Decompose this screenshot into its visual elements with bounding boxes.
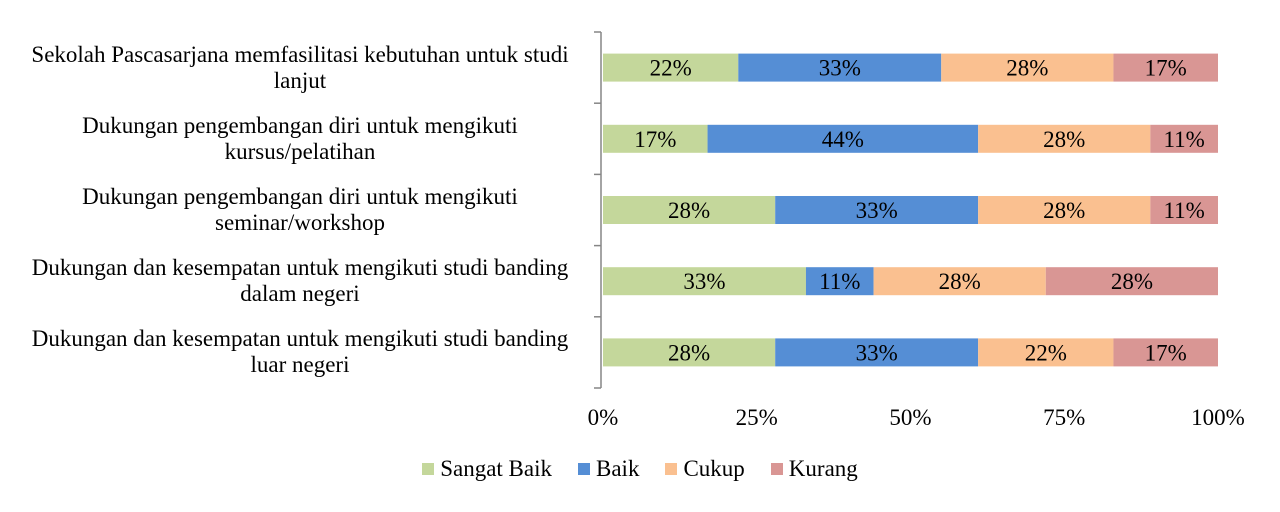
- category-label: Dukungan pengembangan diri untuk mengiku…: [0, 113, 600, 165]
- bar-segment-5-3: [978, 338, 1114, 367]
- data-label-1-1: 22%: [650, 56, 692, 81]
- bar-segment-4-4: [1045, 267, 1218, 296]
- bar-segment-5-4: [1113, 338, 1218, 367]
- x-tick-label: 25%: [736, 405, 778, 430]
- legend-label: Kurang: [788, 456, 858, 481]
- category-label-line: luar negeri: [250, 352, 350, 378]
- data-label-4-3: 28%: [939, 269, 981, 294]
- data-label-2-3: 28%: [1043, 127, 1085, 152]
- category-label-line: Dukungan pengembangan diri untuk mengiku…: [82, 112, 518, 138]
- legend-item: Baik: [578, 456, 639, 482]
- category-label-line: kursus/pelatihan: [224, 138, 376, 164]
- legend-swatch: [770, 463, 783, 475]
- legend-swatch: [578, 463, 590, 475]
- data-label-3-2: 33%: [856, 198, 898, 223]
- legend-item: Kurang: [770, 456, 858, 482]
- bar-segment-3-2: [775, 196, 979, 224]
- category-label: Dukungan dan kesempatan untuk mengikuti …: [0, 326, 600, 378]
- category-label: Dukungan dan kesempatan untuk mengikuti …: [0, 255, 600, 307]
- bar-segment-2-2: [707, 124, 979, 153]
- bar-segment-4-2: [805, 267, 874, 296]
- bar-segment-1-1: [603, 53, 739, 82]
- data-label-4-1: 33%: [683, 269, 725, 294]
- x-tick-label: 100%: [1191, 405, 1245, 430]
- bar-segment-3-1: [603, 196, 776, 224]
- category-label-line: dalam negeri: [240, 281, 360, 307]
- bar-segment-3-3: [978, 196, 1151, 224]
- category-label: Sekolah Pascasarjana memfasilitasi kebut…: [0, 42, 600, 94]
- category-label-line: Dukungan pengembangan diri untuk mengiku…: [82, 184, 518, 209]
- bar-segment-1-3: [941, 53, 1114, 82]
- data-label-2-4: 11%: [1164, 127, 1205, 152]
- legend-item: Sangat Baik: [422, 456, 552, 482]
- bar-segment-1-4: [1113, 53, 1218, 82]
- data-label-4-2: 11%: [819, 269, 860, 294]
- bar-segment-4-3: [873, 267, 1046, 296]
- category-label-line: seminar/workshop: [215, 210, 385, 235]
- category-label: Dukungan pengembangan diri untuk mengiku…: [0, 184, 600, 236]
- bar-segment-5-1: [603, 338, 776, 367]
- legend-swatch: [665, 463, 678, 475]
- chart-legend: Sangat Baik Baik Cukup Kurang: [0, 456, 1280, 482]
- legend-swatch: [422, 463, 435, 475]
- data-label-1-4: 17%: [1145, 56, 1187, 81]
- data-label-2-1: 17%: [634, 127, 676, 152]
- x-tick-label: 0%: [588, 405, 619, 430]
- category-label-line: Dukungan dan kesempatan untuk mengikuti …: [31, 326, 569, 352]
- data-label-4-4: 28%: [1111, 269, 1153, 294]
- bar-segment-2-1: [603, 124, 708, 153]
- bar-segment-5-2: [775, 338, 979, 367]
- bar-segment-1-2: [738, 53, 942, 82]
- data-label-1-3: 28%: [1006, 56, 1048, 81]
- data-label-5-1: 28%: [668, 340, 710, 365]
- data-label-3-1: 28%: [668, 198, 710, 223]
- category-label-line: Sekolah Pascasarjana memfasilitasi kebut…: [31, 41, 569, 67]
- data-label-3-4: 11%: [1164, 198, 1205, 223]
- legend-label: Cukup: [683, 456, 745, 481]
- data-label-1-2: 33%: [819, 56, 861, 81]
- legend-item: Cukup: [665, 456, 745, 482]
- x-tick-label: 50%: [889, 405, 931, 430]
- data-label-5-3: 22%: [1025, 340, 1067, 365]
- bar-segment-4-1: [603, 267, 806, 296]
- category-label-line: Dukungan dan kesempatan untuk mengikuti …: [31, 255, 569, 281]
- data-label-2-2: 44%: [822, 127, 864, 152]
- x-tick-label: 75%: [1043, 405, 1085, 430]
- legend-label: Baik: [596, 456, 640, 481]
- bar-segment-2-4: [1150, 124, 1218, 153]
- legend-label: Sangat Baik: [440, 456, 552, 481]
- data-label-3-3: 28%: [1043, 198, 1085, 223]
- bar-segment-2-3: [978, 124, 1151, 153]
- data-label-5-2: 33%: [856, 340, 898, 365]
- data-label-5-4: 17%: [1145, 340, 1187, 365]
- bar-segment-3-4: [1150, 196, 1218, 224]
- category-label-line: lanjut: [273, 67, 327, 93]
- stacked-bar-chart: 22% 33% 28% 17% 17% 44% 28% 11% 28% 33% 28% 11% 33% 1…: [588, 31, 1245, 430]
